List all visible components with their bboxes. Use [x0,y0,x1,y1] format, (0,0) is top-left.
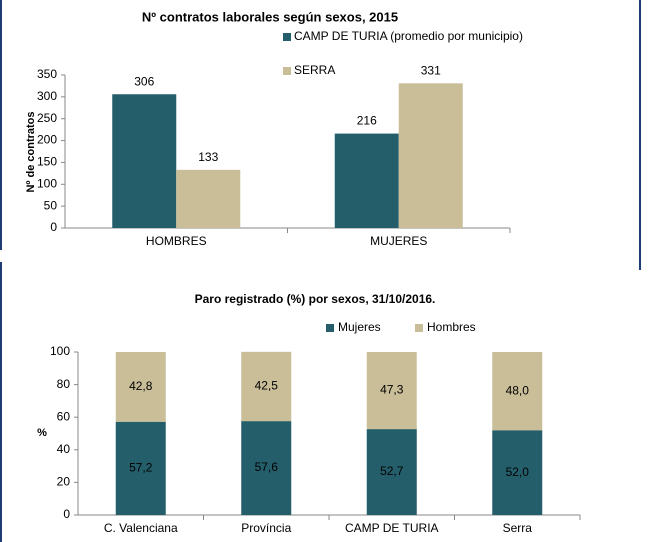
segment-value-label: 48,0 [506,383,530,397]
y-tick-label: 200 [37,133,57,147]
x-tick-label: C. Valenciana [104,521,178,535]
bar [176,169,241,228]
segment-value-label: 42,5 [255,379,279,393]
x-tick-label: Província [241,521,291,535]
bar [112,94,177,228]
y-tick-label: 50 [44,198,58,212]
x-tick-label: MUJERES [370,234,427,248]
segment-value-label: 57,6 [255,460,279,474]
chart-title: Paro registrado (%) por sexos, 31/10/201… [195,292,436,306]
legend-swatch [283,33,291,41]
y-tick-label: 80 [57,377,71,391]
legend-label: Hombres [427,320,476,334]
bar [398,83,463,228]
legend-item: SERRA [294,63,336,77]
bar-value-label: 216 [357,114,377,128]
y-tick-label: 40 [57,442,71,456]
bar-segment [115,352,166,422]
bar-segment [492,430,543,515]
segment-value-label: 57,2 [129,461,153,475]
legend-swatch [326,324,334,332]
bar-segment [366,352,417,430]
legend-item: CAMP DE TURIA (promedio por municipio) [294,29,523,43]
segment-value-label: 52,7 [380,464,404,478]
legend-label: SERRA [294,63,336,77]
bar-value-label: 306 [134,74,154,88]
y-tick-label: 100 [37,176,57,190]
x-tick-label: CAMP DE TURIA [345,521,439,535]
bar-value-label: 133 [198,150,218,164]
y-tick-label: 350 [37,67,57,81]
legend-swatch [415,324,423,332]
legend-swatch [283,67,291,75]
bar [334,133,399,228]
bar-segment [115,421,166,515]
y-tick-label: 150 [37,155,57,169]
bar-segment [366,429,417,515]
y-tick-label: 0 [63,507,70,521]
y-tick-label: 60 [57,409,71,423]
y-tick-label: 0 [50,220,57,234]
segment-value-label: 42,8 [129,379,153,393]
x-tick-label: HOMBRES [146,234,207,248]
bar-segment [492,352,543,431]
segment-value-label: 52,0 [506,465,530,479]
segment-value-label: 47,3 [380,383,404,397]
y-axis-label: Nº de contratos [25,111,37,192]
bar-segment [241,421,292,515]
bar-segment [241,351,292,422]
chart-title: Nº contratos laborales según sexos, 2015 [142,9,398,24]
y-tick-label: 250 [37,111,57,125]
legend-label: Mujeres [338,320,381,334]
y-axis-label: % [37,427,47,439]
legend-label: CAMP DE TURIA (promedio por municipio) [294,29,523,43]
y-tick-label: 100 [50,344,70,358]
y-tick-label: 20 [57,475,71,489]
bar-value-label: 331 [421,63,441,77]
x-tick-label: Serra [503,521,533,535]
y-tick-label: 300 [37,89,57,103]
